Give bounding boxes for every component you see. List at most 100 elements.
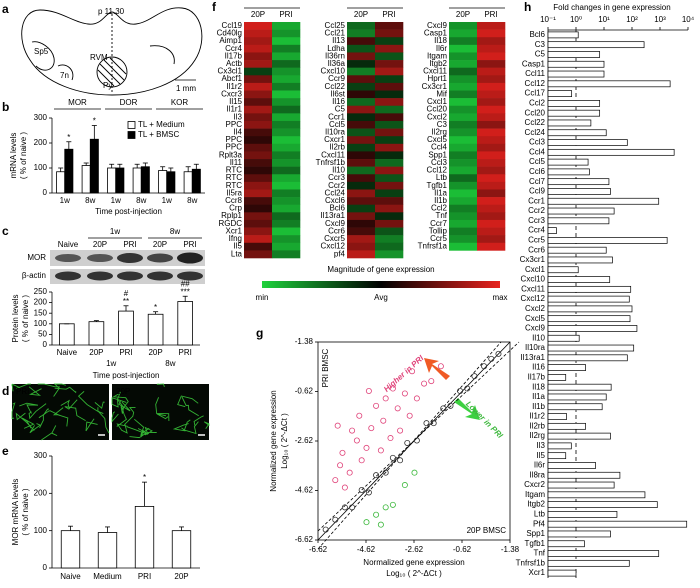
heat-cell — [477, 174, 506, 183]
bar — [547, 119, 592, 127]
y-tick-label: Tgfb1 — [525, 539, 546, 548]
bar — [547, 364, 586, 371]
y-axis-label: ( % of naive ) — [19, 132, 28, 179]
heat-cell — [244, 90, 273, 99]
fiber — [37, 383, 60, 388]
bar — [547, 31, 579, 39]
heat-cell — [272, 159, 301, 167]
annotation: 20P BMSC — [467, 526, 507, 535]
heat-cell — [375, 189, 404, 198]
bar — [547, 550, 660, 557]
heat-cell — [449, 44, 478, 53]
heat-cell — [244, 113, 273, 122]
bar — [59, 323, 75, 346]
row-label: RTC — [226, 181, 243, 190]
bar — [547, 462, 596, 469]
y-axis-label: MOR mRNA levels — [11, 479, 20, 546]
y-tick-label: Il3 — [537, 441, 546, 450]
fiber — [21, 417, 35, 429]
heat-cell — [375, 204, 404, 213]
bar — [547, 237, 668, 244]
fiber — [11, 383, 21, 392]
heat-cell — [477, 60, 506, 68]
point — [373, 472, 380, 479]
row-label: Il2rg — [431, 127, 447, 136]
annotation: Lower in PRI — [464, 399, 505, 440]
point — [457, 388, 464, 395]
fiber — [53, 383, 66, 397]
y-tick-label: 100 — [34, 319, 48, 328]
row-label: Itgb2 — [429, 59, 447, 68]
y-tick-label: Il8ra — [529, 470, 545, 479]
y-tick-label: 0 — [43, 188, 48, 197]
row-label: pf4 — [334, 249, 346, 258]
heat-cell — [375, 67, 404, 76]
heat-cell — [347, 159, 376, 167]
point — [368, 425, 375, 432]
point — [358, 487, 365, 494]
row-label: Rplt3a — [219, 150, 243, 159]
heat-cell — [449, 75, 478, 84]
bar — [547, 511, 618, 518]
y-tick-label: Cxcl12 — [521, 294, 546, 303]
heat-cell — [347, 242, 376, 251]
y-axis-label: mRNA levels — [9, 133, 18, 179]
heat-cell — [449, 159, 478, 167]
row-label: Cxcl5 — [427, 135, 448, 144]
bar — [547, 403, 603, 411]
fold-line — [317, 341, 502, 550]
bar — [547, 305, 633, 313]
point — [404, 439, 411, 446]
heat-cell — [244, 166, 273, 175]
point — [406, 412, 413, 419]
heat-cell — [244, 250, 273, 259]
y-tick-label: Pf4 — [533, 519, 546, 528]
x-axis-label: Time post-injection — [93, 371, 160, 380]
fiber — [11, 402, 16, 420]
heat-cell — [449, 128, 478, 137]
point — [339, 449, 346, 456]
bar — [547, 374, 567, 381]
row-label: Il11 — [230, 158, 243, 167]
legend-swatch — [127, 121, 136, 129]
x-tick-label: 10² — [626, 15, 638, 24]
point — [382, 395, 389, 402]
colorbar-label: max — [492, 293, 507, 302]
fiber — [118, 400, 131, 412]
heat-cell — [244, 159, 273, 167]
y-tick-label: -2.62 — [295, 436, 314, 445]
heat-cell — [375, 128, 404, 137]
y-tick-label: Cx3cr1 — [520, 255, 546, 264]
group-label: MOR — [68, 98, 87, 107]
bar — [88, 321, 105, 346]
bar — [89, 138, 99, 194]
bar — [547, 295, 630, 303]
x-tick-label: 10¹ — [598, 15, 610, 24]
bar — [547, 80, 671, 88]
bar — [547, 60, 605, 68]
heat-cell — [375, 181, 404, 190]
schematic — [21, 7, 203, 96]
chart-title: Fold changes in gene expression — [553, 3, 670, 12]
fiber — [181, 396, 199, 417]
point — [332, 516, 339, 523]
heat-cell — [272, 52, 301, 61]
x-tick-label: 20P — [174, 572, 188, 581]
heat-cell — [244, 37, 273, 46]
section-label: p 11.30 — [98, 7, 125, 16]
bar — [547, 393, 607, 401]
heat-cell — [449, 136, 478, 145]
row-label: Xcr1 — [226, 226, 243, 235]
time-label: 1w — [110, 227, 120, 236]
heat-cell — [272, 166, 301, 175]
row-label: Cxcr3 — [221, 89, 242, 98]
bar — [547, 217, 610, 225]
heat-cell — [272, 128, 301, 137]
heat-cell — [375, 174, 404, 183]
heat-cell — [272, 105, 301, 114]
heat-cell — [347, 105, 376, 114]
heat-cell — [244, 189, 273, 198]
y-tick-label: Ccl5 — [529, 157, 546, 166]
point — [382, 504, 389, 511]
panel-letter: f — [212, 0, 217, 14]
